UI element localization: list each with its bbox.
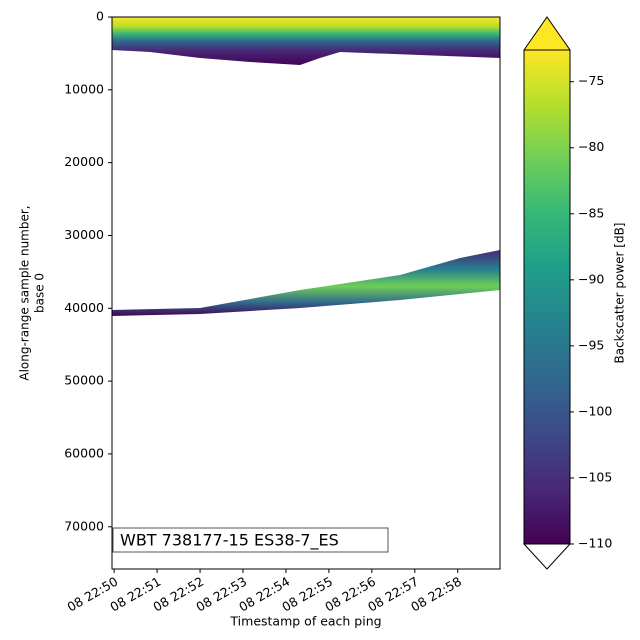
colorbar-extend-under bbox=[522, 543, 572, 570]
y-tick-label: 40000 bbox=[64, 300, 104, 315]
colorbar-tick-label: −90 bbox=[578, 271, 604, 286]
colorbar-tick-label: −110 bbox=[578, 536, 612, 551]
colorbar-tick-label: −75 bbox=[578, 73, 604, 88]
annotation-frame bbox=[112, 527, 389, 553]
plot-frame bbox=[111, 16, 501, 570]
colorbar-label: Backscatter power [dB] bbox=[613, 223, 627, 364]
annotation-box: WBT 738177-15 ES38-7_ES bbox=[112, 527, 389, 553]
y-tick-label: 0 bbox=[96, 9, 104, 24]
colorbar-tick-label: −80 bbox=[578, 139, 604, 154]
colorbar-tick-label: −85 bbox=[578, 205, 604, 220]
annotation: WBT 738177-15 ES38-7_ES bbox=[120, 531, 339, 551]
y-tick-label: 20000 bbox=[64, 154, 104, 169]
surface-band bbox=[112, 17, 500, 65]
y-tick-label: 60000 bbox=[64, 445, 104, 460]
colorbar-tick-label: −105 bbox=[578, 469, 612, 484]
x-axis-label: Timestamp of each ping bbox=[229, 614, 381, 629]
colorbar-extend-over bbox=[523, 16, 571, 51]
y-axis-label: Along-range sample number, bbox=[18, 205, 32, 380]
echogram bbox=[112, 17, 500, 316]
y-tick-label: 70000 bbox=[64, 518, 104, 533]
y-tick-label: 30000 bbox=[64, 227, 104, 242]
y-tick-label: 50000 bbox=[64, 373, 104, 388]
y-tick-label: 10000 bbox=[64, 81, 104, 96]
bottom-band bbox=[112, 250, 500, 316]
colorbar-tick-label: −95 bbox=[578, 337, 604, 352]
y-axis-label: base 0 bbox=[33, 273, 47, 313]
colorbar-tick-label: −100 bbox=[578, 403, 612, 418]
colorbar bbox=[524, 50, 570, 544]
colorbar-frame bbox=[523, 50, 571, 544]
